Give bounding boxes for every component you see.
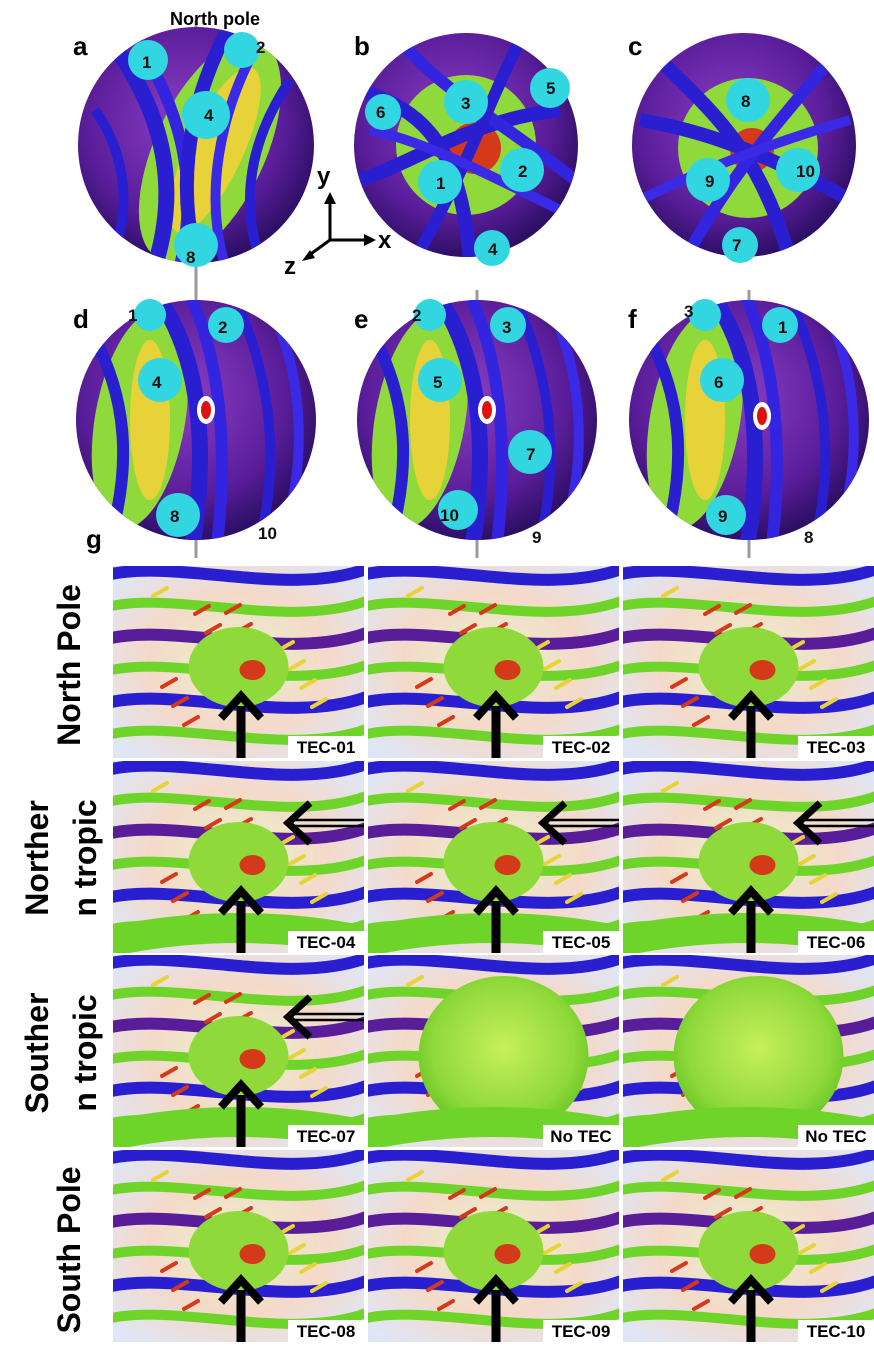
site-number: 3 [502,318,511,337]
tec-cell: TEC-10 [613,1150,874,1342]
site-number: 2 [518,162,527,181]
row-label-northern-tropic: Norther n tropic [19,799,103,916]
tec-cell: TEC-09 [358,1150,629,1342]
axis-x-label: x [378,227,392,254]
row-label-text: South Pole [51,1166,87,1333]
panel-letter-g: g [86,524,102,554]
sphere-d [76,290,316,560]
row-label-southern-tropic: Souther n tropic [19,993,103,1114]
row-label-text: North Pole [51,584,87,746]
tec-cell: TEC-01 [103,566,374,758]
row-label-text: Souther [19,993,55,1114]
panel-letter-a: a [73,31,88,61]
site-number: 5 [433,373,442,392]
site-number: 4 [152,373,162,392]
site-number: 9 [705,172,714,191]
site-number: 6 [714,373,723,392]
tec-cell: TEC-05 [358,761,629,953]
tec-cell: No TEC [613,955,874,1147]
site-number: 1 [142,53,151,72]
row-label-south-pole: South Pole [51,1166,87,1333]
row-label-text: n tropic [67,799,103,916]
tec-cell: TEC-04 [103,761,374,953]
tec-grid: TEC-01 TEC-02 TEC-03 TEC-04 TEC-05 TEC-06 TEC-… [103,566,874,1342]
site-number: 4 [204,106,214,125]
site-number: 5 [546,79,555,98]
site-number: 10 [796,162,815,181]
tec-cell: TEC-02 [358,566,629,758]
site-number: 1 [436,174,445,193]
panel-letter-c: c [628,31,642,61]
tec-label: TEC-07 [297,1127,356,1146]
tec-label: TEC-10 [807,1322,866,1341]
row-label-text: Norther [19,800,55,916]
tec-label: TEC-09 [552,1322,611,1341]
site-number: 2 [412,306,421,325]
sphere-e [357,290,597,560]
panel-letter-d: d [73,304,89,334]
site-number: 1 [128,306,137,325]
tec-label: TEC-01 [297,738,356,757]
site-number: 2 [218,318,227,337]
tec-label: TEC-08 [297,1322,356,1341]
tec-label: TEC-06 [807,933,866,952]
tec-cell: TEC-06 [613,761,874,953]
tec-cell: TEC-08 [103,1150,374,1342]
site-number: 7 [526,445,535,464]
tec-label: TEC-04 [297,933,356,952]
site-number: 10 [258,524,277,543]
row-label-north-pole: North Pole [51,584,87,746]
site-number: 9 [532,528,541,547]
site-number: 6 [376,103,385,122]
site-number: 1 [778,318,787,337]
site-number: 3 [461,94,470,113]
tec-label: No TEC [550,1127,611,1146]
site-number: 9 [718,507,727,526]
tec-label: TEC-05 [552,933,611,952]
sphere-c [632,33,856,263]
site-number: 2 [256,38,265,57]
tec-label: No TEC [805,1127,866,1146]
tec-cell: TEC-03 [613,566,874,758]
sphere-f [629,290,869,560]
site-number: 7 [732,236,741,255]
site-number: 8 [186,248,195,267]
site-number: 8 [170,507,179,526]
north-pole-title: North pole [170,9,260,29]
site-number: 3 [684,302,693,321]
panel-letter-f: f [628,304,637,334]
axis-z-label: z [284,253,296,280]
site-number: 8 [804,528,813,547]
sphere-a [78,18,314,290]
site-number: 10 [440,506,459,525]
tec-label: TEC-03 [807,738,866,757]
tec-cell: No TEC [358,955,629,1147]
axis-y-label: y [317,163,331,190]
site-number: 4 [488,240,498,259]
tec-label: TEC-02 [552,738,611,757]
row-label-text: n tropic [67,994,103,1111]
panel-letter-e: e [354,304,368,334]
panel-letter-b: b [354,31,370,61]
tec-cell: TEC-07 [103,955,374,1147]
site-number: 8 [741,92,750,111]
